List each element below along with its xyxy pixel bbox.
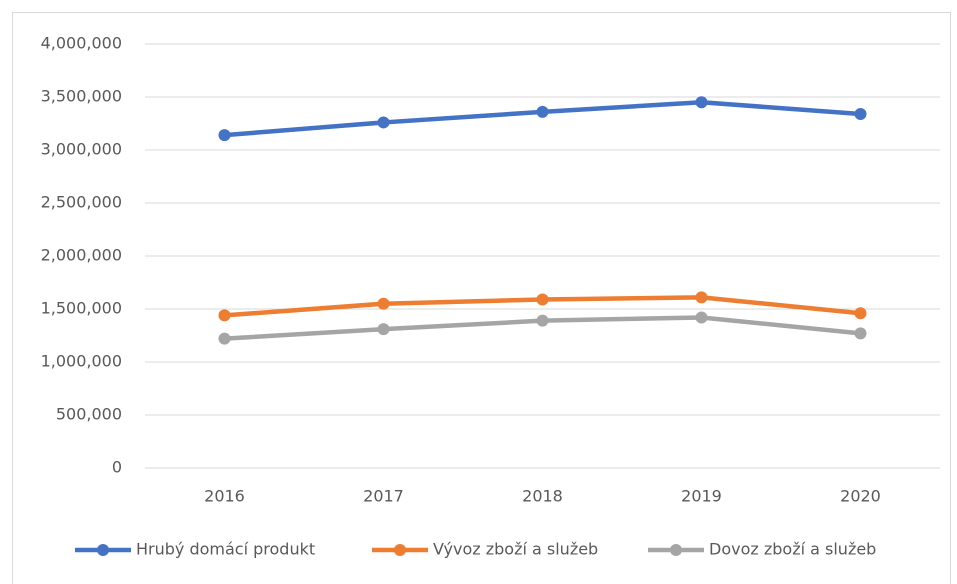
legend-marker	[670, 544, 682, 556]
legend-label: Hrubý domácí produkt	[136, 540, 315, 559]
x-tick-label: 2016	[204, 487, 245, 506]
chart-frame	[12, 12, 951, 584]
y-tick-label: 3,000,000	[41, 140, 122, 159]
y-tick-label: 2,000,000	[41, 246, 122, 265]
x-tick-label: 2018	[522, 487, 563, 506]
legend-label: Vývoz zboží a služeb	[433, 540, 598, 559]
y-tick-label: 1,500,000	[41, 299, 122, 318]
point	[377, 323, 390, 336]
point	[218, 332, 231, 345]
point	[854, 327, 867, 340]
y-tick-label: 4,000,000	[41, 34, 122, 53]
point	[536, 293, 549, 306]
y-tick-label: 2,500,000	[41, 193, 122, 212]
legend-label: Dovoz zboží a služeb	[709, 540, 876, 559]
y-tick-label: 1,000,000	[41, 352, 122, 371]
point	[536, 314, 549, 327]
point	[377, 116, 390, 129]
point	[854, 307, 867, 320]
point	[536, 105, 549, 118]
legend-marker	[97, 544, 109, 556]
point	[377, 297, 390, 310]
y-tick-label: 500,000	[56, 405, 122, 424]
point	[695, 291, 708, 304]
x-tick-label: 2017	[363, 487, 404, 506]
y-tick-label: 3,500,000	[41, 87, 122, 106]
legend-marker	[394, 544, 406, 556]
x-tick-label: 2020	[840, 487, 881, 506]
point	[695, 311, 708, 324]
y-tick-label: 0	[112, 458, 122, 477]
point	[854, 107, 867, 120]
point	[695, 96, 708, 109]
point	[218, 309, 231, 322]
point	[218, 129, 231, 142]
x-tick-label: 2019	[681, 487, 722, 506]
